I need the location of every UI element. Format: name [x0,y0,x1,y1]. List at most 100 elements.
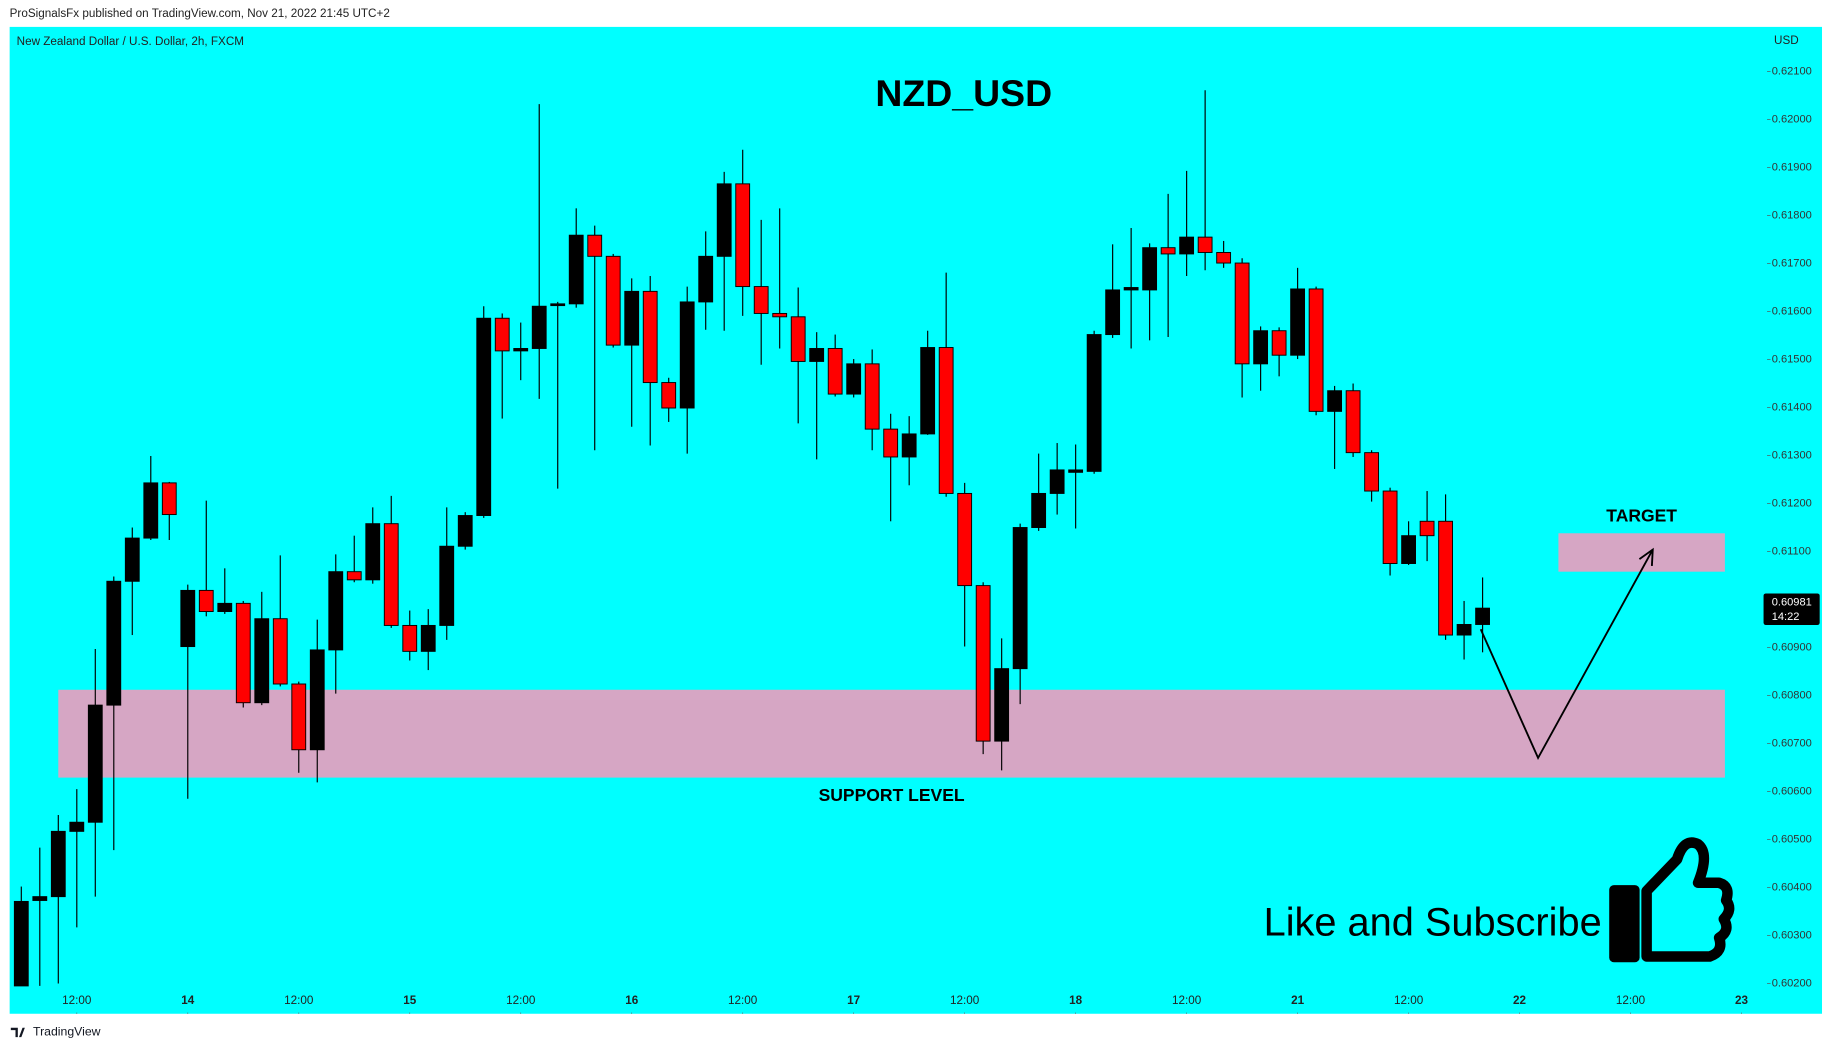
candle-body [864,363,880,430]
y-tick-label: 0.62100 [1772,65,1812,77]
candle-body [309,649,325,751]
x-tick-label: 12:00 [728,994,758,1007]
x-tick-label: 12:00 [1394,994,1424,1007]
y-tick-label: 0.60900 [1772,641,1812,653]
candle-body [513,348,529,352]
x-tick-label: 12:00 [950,994,980,1007]
y-tick-label: 0.61500 [1772,353,1812,365]
chart-title: NZD_USD [875,72,1052,114]
candle-body [198,589,214,612]
candle-body [254,618,270,704]
candle-body [661,382,677,409]
x-tick-label: 15 [403,994,417,1007]
candle-body [1197,236,1213,253]
candle-body [716,183,732,257]
y-tick-label: 0.60300 [1772,929,1812,941]
thumbs-up-icon [1609,837,1735,963]
x-tick-label: 12:00 [1172,994,1202,1007]
candle-body [1179,236,1195,255]
x-tick-label: 17 [847,994,860,1007]
y-tick-label: 0.60800 [1772,689,1812,701]
zone [58,689,1725,778]
candle-body [365,523,381,581]
y-tick-label: 0.61700 [1772,257,1812,269]
y-tick-label: 0.60500 [1772,833,1812,845]
y-tick-label: 0.60700 [1772,737,1812,749]
candle-body [901,433,917,458]
candle-body [1438,520,1453,636]
candle-body [161,482,177,516]
candle-body [1086,334,1102,472]
arrow-path [1479,549,1654,761]
candle-body [69,821,85,832]
candle-body [698,255,714,303]
candle-body [1049,469,1065,494]
candle-body [883,428,899,458]
candle-body [1105,289,1121,336]
candle-body [1364,452,1380,492]
candle-body [1068,469,1084,473]
x-tick-label: 16 [625,994,639,1007]
arrow-head [1638,547,1654,566]
x-tick-label: 22 [1513,994,1526,1007]
candle-body [624,290,640,346]
candle-body [235,602,251,704]
candle-body [32,896,48,901]
candle-body [476,317,492,516]
candle-body [291,683,307,751]
candle-body [1123,287,1139,291]
x-tick-label: 14 [181,994,195,1007]
x-tick-label: 23 [1735,994,1749,1007]
candle-body [790,316,806,362]
candle-body [920,347,936,435]
candle-body [1160,247,1176,255]
candle-body [1253,330,1269,365]
candle-body [994,668,1010,742]
candle-body [1475,607,1490,625]
candle-body [383,523,399,626]
y-tick-label: 0.61800 [1772,209,1812,221]
candle-body [1308,288,1324,412]
x-tick-label: 18 [1069,994,1083,1007]
candle-body [1327,390,1343,412]
candle-body [1345,390,1361,454]
candle-body [87,704,103,823]
y-tick-label: 0.62000 [1772,113,1812,125]
candle-body [938,347,954,494]
candle-body [50,830,66,898]
y-tick-label: 0.61300 [1772,449,1812,461]
candle-body [1290,288,1306,356]
candle-body [272,618,288,685]
y-tick-label: 0.61200 [1772,497,1812,509]
candle-body [1234,262,1250,365]
candle-body [106,580,122,706]
footer-logo: TradingView [10,1025,101,1039]
icon-hand [1641,837,1735,962]
candle-body [1456,624,1472,636]
candle-body [587,234,603,257]
candle-body [809,348,825,362]
y-tick-label: 0.61400 [1772,401,1812,413]
plot-background [9,26,1823,1014]
footer: TradingView [33,1025,101,1039]
candle-body [494,317,510,352]
candle-body [1142,247,1158,291]
candle-body [605,255,621,346]
y-tick-label: 0.60400 [1772,881,1812,893]
candle-body [975,585,991,742]
candle-body [1401,535,1416,564]
zone-label: TARGET [1606,506,1677,526]
candle-body [402,624,418,652]
header: ProSignalsFx published on TradingView.co… [10,7,390,20]
candle-body [1216,252,1232,264]
y-tick-label: 0.61100 [1772,545,1811,557]
y-tick-label: 0.61900 [1772,161,1812,173]
candle-body [735,183,751,288]
candle-body [1382,490,1398,564]
x-tick-label: 12:00 [506,994,536,1007]
candle-body [420,624,436,652]
candle-body [1012,527,1028,670]
y-tick-label: 0.60200 [1772,977,1812,989]
x-tick-label: 12:00 [62,994,92,1007]
